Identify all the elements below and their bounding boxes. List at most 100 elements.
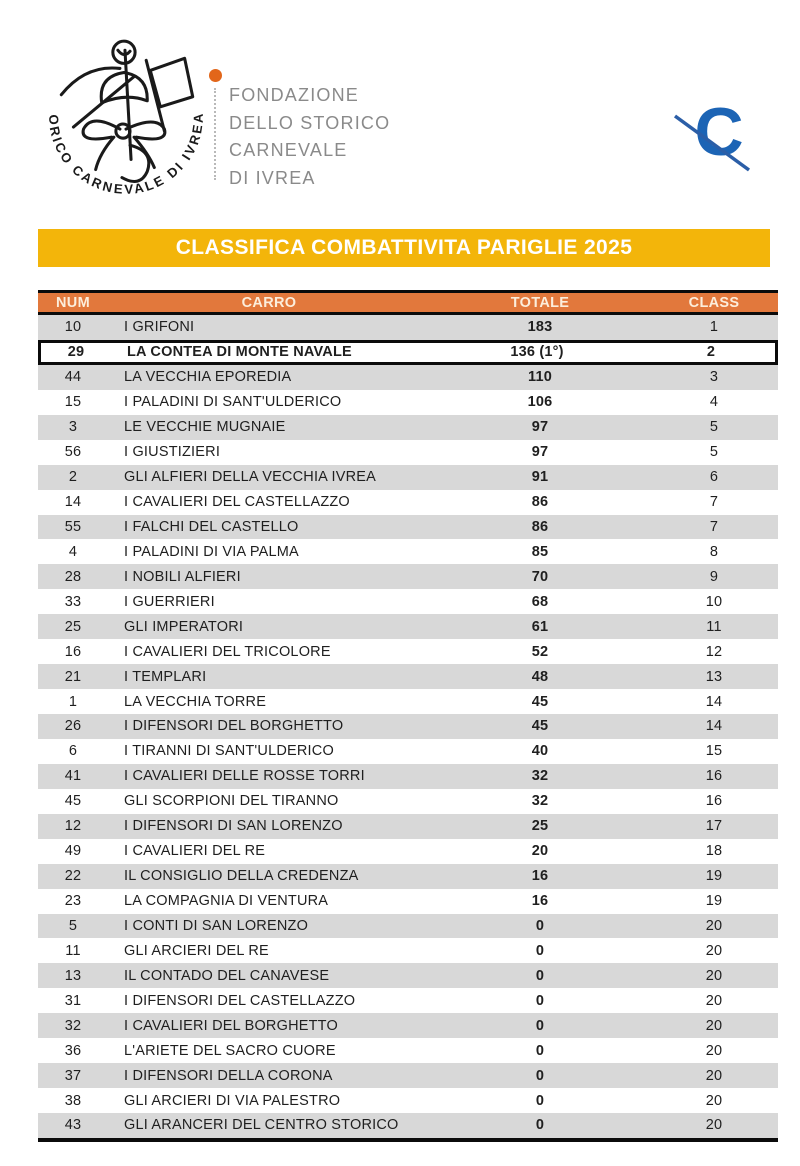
cell-carro: I PALADINI DI SANT'ULDERICO bbox=[124, 394, 342, 411]
cell-num: 2 bbox=[68, 469, 78, 486]
cell-class: 15 bbox=[705, 743, 723, 760]
table-row: 16 I CAVALIERI DEL TRICOLORE 52 12 bbox=[38, 639, 778, 665]
cell-totale: 32 bbox=[531, 768, 549, 785]
cell-num: 44 bbox=[64, 369, 82, 386]
cell-num: 23 bbox=[64, 893, 82, 910]
cell-class: 5 bbox=[709, 444, 719, 461]
cell-class: 2 bbox=[706, 344, 716, 361]
cell-num: 32 bbox=[64, 1017, 82, 1034]
cell-class: 20 bbox=[705, 992, 723, 1009]
cell-num: 3 bbox=[68, 419, 78, 436]
cell-totale: 86 bbox=[531, 494, 549, 511]
cell-totale: 0 bbox=[535, 992, 545, 1009]
cell-class: 14 bbox=[705, 693, 723, 710]
cell-totale: 32 bbox=[531, 793, 549, 810]
storico-carnevale-seal-logo: STORICO CARNEVALE DI IVREA ® bbox=[33, 30, 203, 197]
cell-totale: 45 bbox=[531, 718, 549, 735]
ranking-table: NUM CARRO TOTALE CLASS 10 I GRIFONI 183 … bbox=[38, 290, 778, 1142]
cell-carro: I GUERRIERI bbox=[124, 593, 215, 610]
table-row: 36 L'ARIETE DEL SACRO CUORE 0 20 bbox=[38, 1038, 778, 1064]
cell-num: 36 bbox=[64, 1042, 82, 1059]
cell-class: 1 bbox=[709, 319, 719, 336]
cell-num: 4 bbox=[68, 543, 78, 560]
cell-carro: GLI ARANCERI DEL CENTRO STORICO bbox=[124, 1117, 399, 1134]
table-row: 56 I GIUSTIZIERI 97 5 bbox=[38, 439, 778, 465]
table-row: 44 LA VECCHIA EPOREDIA 110 3 bbox=[38, 364, 778, 390]
column-header-num: NUM bbox=[56, 294, 90, 311]
table-row: 22 IL CONSIGLIO DELLA CREDENZA 16 19 bbox=[38, 863, 778, 889]
cell-class: 10 bbox=[705, 593, 723, 610]
seal-pickaxe-handle bbox=[71, 75, 136, 129]
seal-cap-icon bbox=[99, 70, 149, 105]
cell-totale: 52 bbox=[531, 643, 549, 660]
cell-num: 21 bbox=[64, 668, 82, 685]
table-row: 25 GLI IMPERATORI 61 11 bbox=[38, 614, 778, 640]
cell-carro: I CAVALIERI DEL TRICOLORE bbox=[124, 643, 331, 660]
cell-totale: 40 bbox=[531, 743, 549, 760]
cell-class: 20 bbox=[705, 1092, 723, 1109]
column-header-class: CLASS bbox=[688, 294, 740, 311]
partner-logo-slash bbox=[673, 114, 751, 172]
foundation-wordmark: FONDAZIONE DELLO STORICO CARNEVALE DI IV… bbox=[229, 82, 390, 192]
cell-carro: LA COMPAGNIA DI VENTURA bbox=[124, 893, 329, 910]
cell-totale: 86 bbox=[531, 518, 549, 535]
table-row: 41 I CAVALIERI DELLE ROSSE TORRI 32 16 bbox=[38, 763, 778, 789]
cell-totale: 45 bbox=[531, 693, 549, 710]
cell-num: 15 bbox=[64, 394, 82, 411]
cell-carro: I DIFENSORI DELLA CORONA bbox=[124, 1067, 333, 1084]
divider-dotted-line bbox=[214, 88, 216, 180]
cell-num: 41 bbox=[64, 768, 82, 785]
cell-carro: L'ARIETE DEL SACRO CUORE bbox=[124, 1042, 336, 1059]
cell-num: 31 bbox=[64, 992, 82, 1009]
cell-class: 16 bbox=[705, 768, 723, 785]
page-title: CLASSIFICA COMBATTIVITA PARIGLIE 2025 bbox=[175, 236, 633, 259]
table-row: 10 I GRIFONI 183 1 bbox=[38, 315, 778, 340]
cell-num: 1 bbox=[68, 693, 78, 710]
cell-class: 4 bbox=[709, 394, 719, 411]
cell-class: 18 bbox=[705, 843, 723, 860]
cell-totale: 0 bbox=[535, 942, 545, 959]
table-row: 6 I TIRANNI DI SANT'ULDERICO 40 15 bbox=[38, 738, 778, 764]
cell-carro: I DIFENSORI DI SAN LORENZO bbox=[124, 818, 343, 835]
cell-class: 13 bbox=[705, 668, 723, 685]
table-row: 37 I DIFENSORI DELLA CORONA 0 20 bbox=[38, 1063, 778, 1089]
title-banner: CLASSIFICA COMBATTIVITA PARIGLIE 2025 bbox=[38, 229, 770, 267]
cell-num: 49 bbox=[64, 843, 82, 860]
table-row: 1 LA VECCHIA TORRE 45 14 bbox=[38, 689, 778, 714]
divider-dot-icon bbox=[209, 69, 222, 82]
table-row: 49 I CAVALIERI DEL RE 20 18 bbox=[38, 838, 778, 864]
cell-totale: 110 bbox=[528, 369, 552, 386]
cell-totale: 48 bbox=[531, 668, 549, 685]
cell-num: 37 bbox=[64, 1067, 82, 1084]
cell-num: 11 bbox=[65, 942, 81, 959]
table-row: 26 I DIFENSORI DEL BORGHETTO 45 14 bbox=[38, 714, 778, 739]
cell-num: 14 bbox=[64, 494, 82, 511]
cell-num: 45 bbox=[64, 793, 82, 810]
cell-class: 8 bbox=[709, 543, 719, 560]
table-row: 33 I GUERRIERI 68 10 bbox=[38, 589, 778, 615]
cell-totale: 0 bbox=[535, 1117, 545, 1134]
seal-bow-icon bbox=[81, 119, 122, 141]
table-row: 31 I DIFENSORI DEL CASTELLAZZO 0 20 bbox=[38, 988, 778, 1014]
cell-class: 19 bbox=[705, 868, 723, 885]
cell-class: 20 bbox=[705, 917, 723, 934]
table-row: 38 GLI ARCIERI DI VIA PALESTRO 0 20 bbox=[38, 1088, 778, 1113]
cell-totale: 97 bbox=[531, 419, 549, 436]
cell-class: 9 bbox=[709, 568, 719, 585]
seal-pickaxe-head-icon bbox=[59, 66, 122, 97]
partner-c-logo: C bbox=[673, 94, 751, 172]
cell-class: 20 bbox=[705, 1067, 723, 1084]
cell-totale: 70 bbox=[531, 568, 549, 585]
foundation-line: FONDAZIONE bbox=[229, 85, 360, 105]
cell-totale: 0 bbox=[535, 967, 545, 984]
table-row: 55 I FALCHI DEL CASTELLO 86 7 bbox=[38, 514, 778, 540]
cell-num: 55 bbox=[64, 518, 82, 535]
partner-c-letter: C bbox=[694, 94, 743, 170]
table-row: 14 I CAVALIERI DEL CASTELLAZZO 86 7 bbox=[38, 489, 778, 515]
cell-carro: I NOBILI ALFIERI bbox=[124, 568, 241, 585]
table-row: 4 I PALADINI DI VIA PALMA 85 8 bbox=[38, 539, 778, 565]
cell-class: 16 bbox=[705, 793, 723, 810]
cell-num: 5 bbox=[68, 917, 78, 934]
table-row: 13 IL CONTADO DEL CANAVESE 0 20 bbox=[38, 963, 778, 989]
